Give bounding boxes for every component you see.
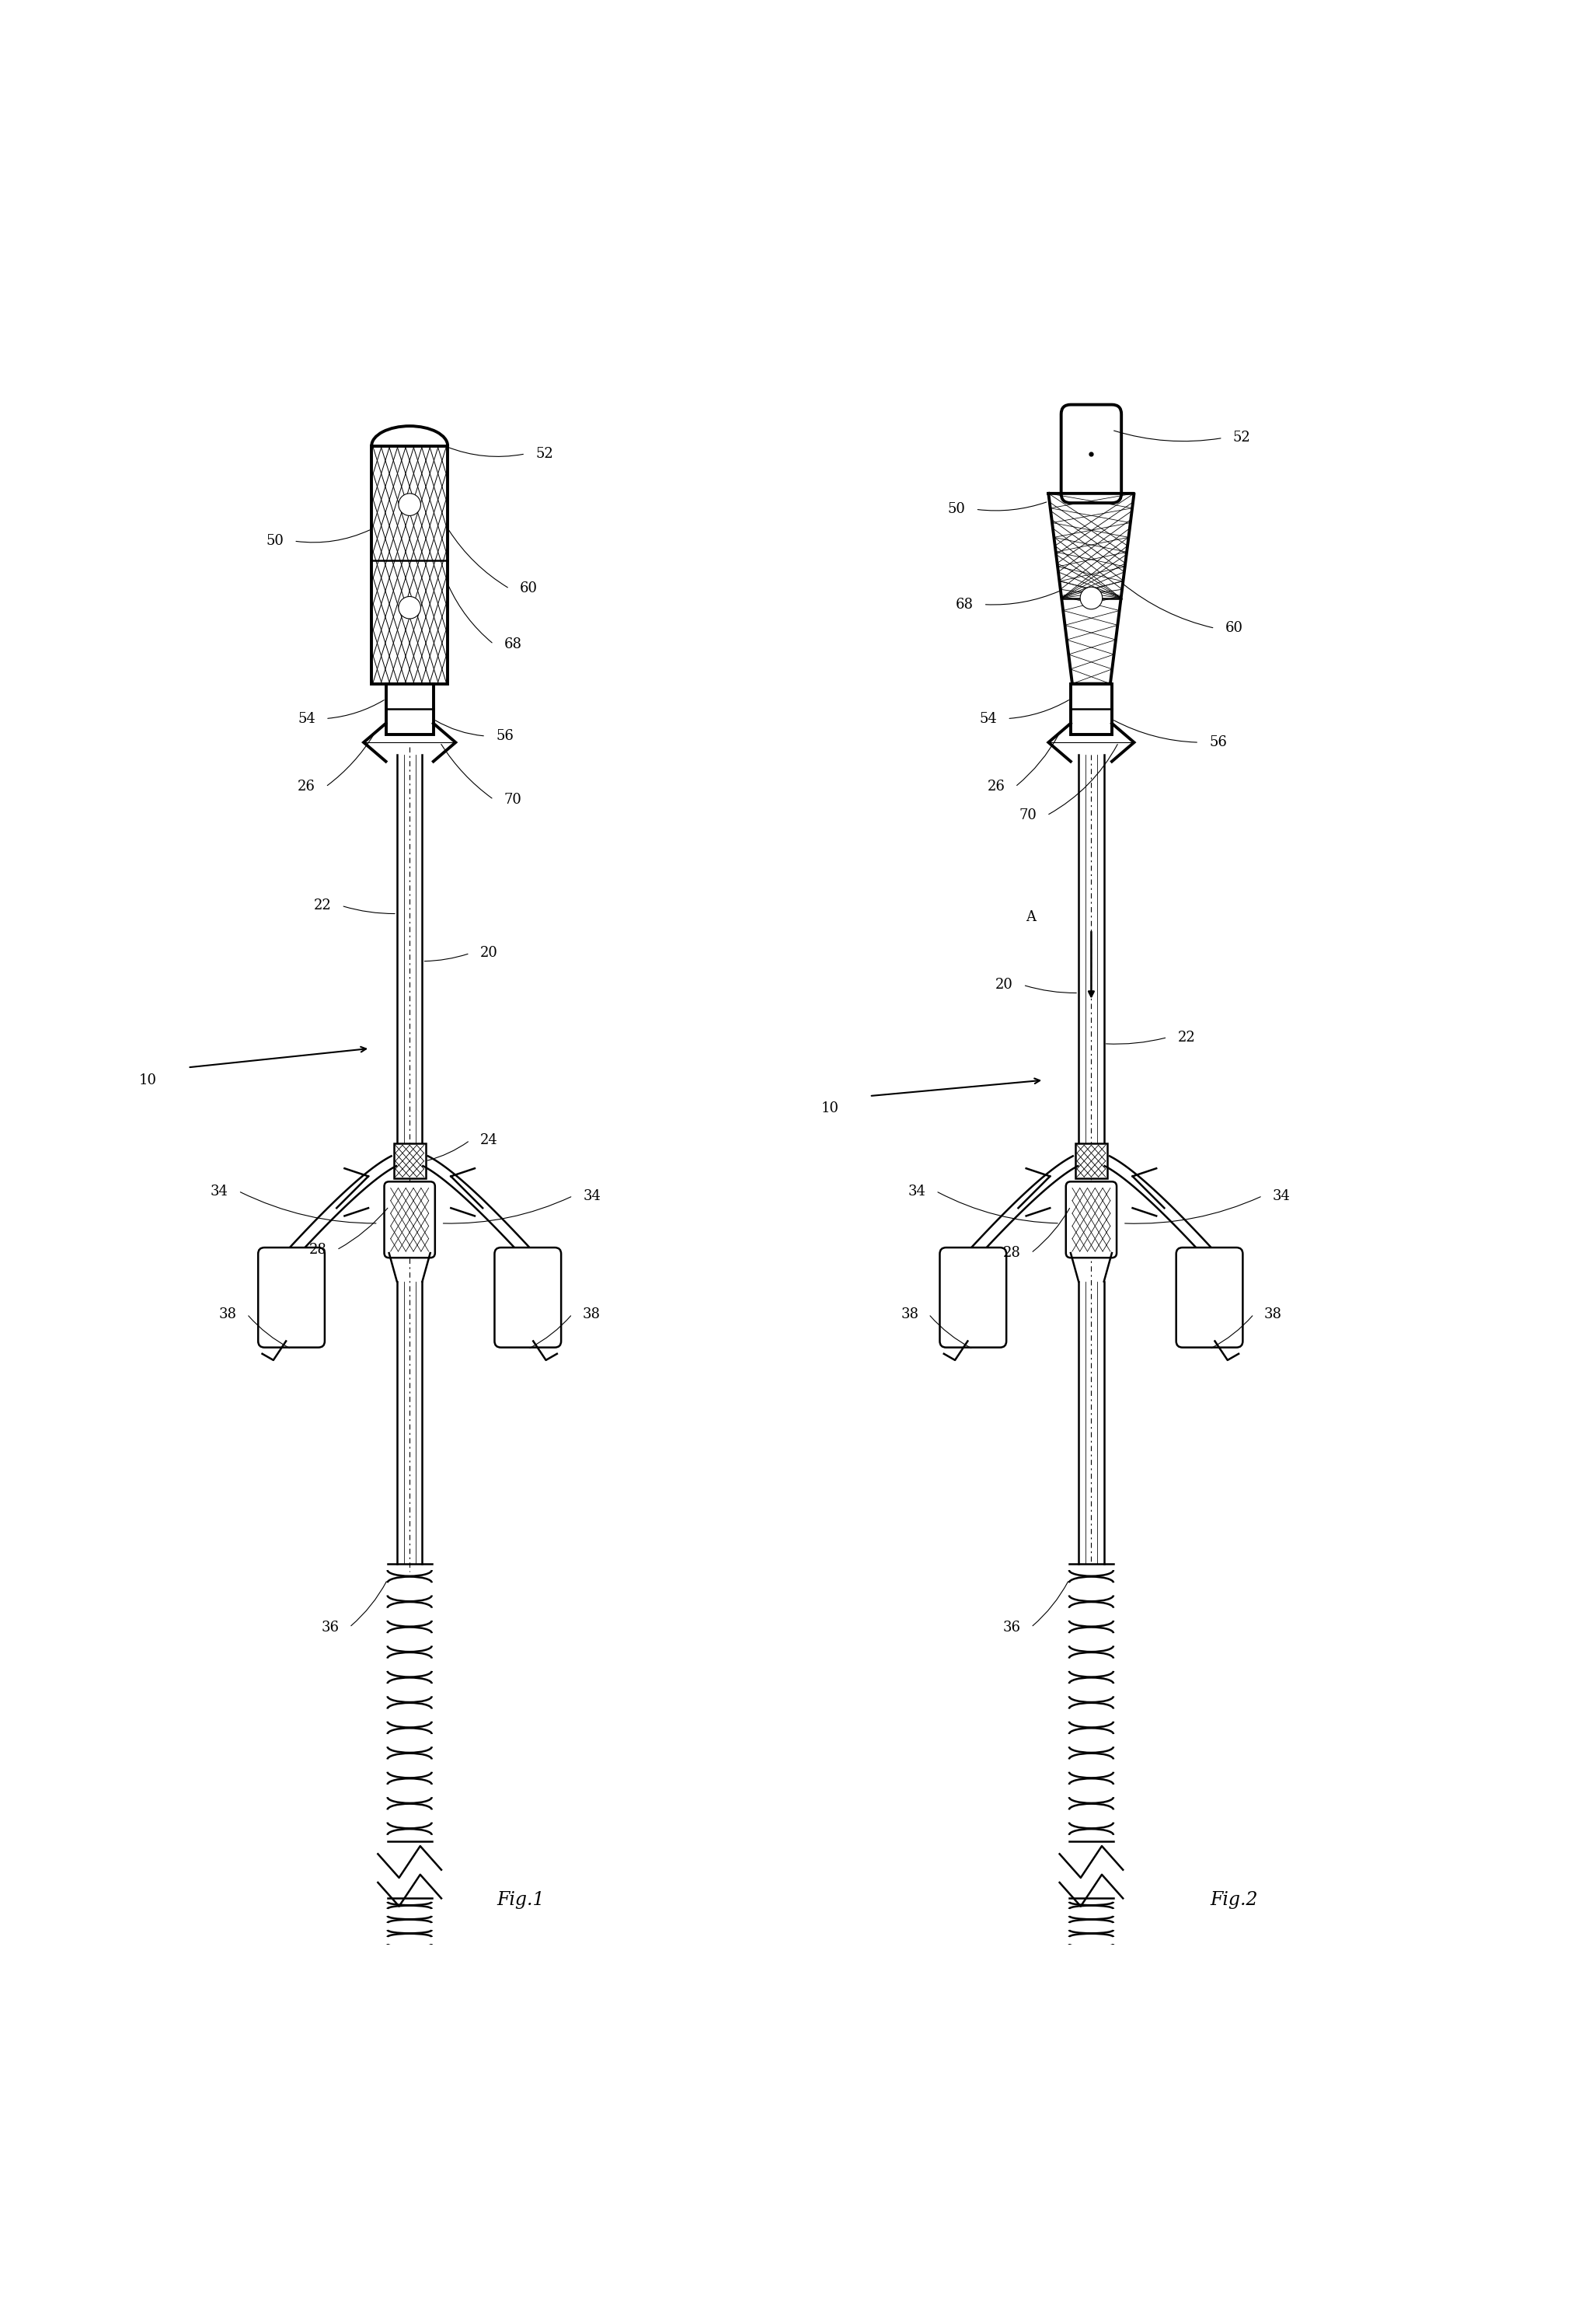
Text: 60: 60 [1226, 622, 1243, 636]
Text: 38: 38 [583, 1308, 600, 1322]
Text: 20: 20 [996, 979, 1013, 993]
Bar [1071, 684, 1112, 735]
Text: 68: 68 [956, 596, 974, 610]
Bar [394, 1145, 426, 1179]
FancyBboxPatch shape [1066, 1181, 1117, 1257]
FancyBboxPatch shape [940, 1248, 1007, 1347]
Text: 34: 34 [583, 1188, 600, 1202]
Text: 60: 60 [520, 583, 538, 596]
FancyBboxPatch shape [385, 1181, 436, 1257]
Text: 36: 36 [1002, 1621, 1021, 1635]
Text: 50: 50 [267, 534, 284, 548]
Text: 38: 38 [900, 1308, 919, 1322]
Text: 50: 50 [948, 502, 966, 516]
Text: 34: 34 [1272, 1188, 1291, 1202]
Text: 52: 52 [1234, 431, 1251, 444]
Text: 10: 10 [139, 1073, 156, 1087]
FancyBboxPatch shape [1176, 1248, 1243, 1347]
Bar [372, 447, 447, 684]
Text: 68: 68 [504, 638, 522, 652]
Text: 54: 54 [980, 712, 997, 725]
Text: 26: 26 [988, 781, 1005, 795]
Text: 28: 28 [1004, 1246, 1021, 1260]
Text: 22: 22 [1178, 1029, 1195, 1043]
FancyBboxPatch shape [495, 1248, 562, 1347]
FancyBboxPatch shape [259, 1248, 324, 1347]
Circle shape [399, 493, 421, 516]
Bar [386, 684, 434, 735]
Text: 52: 52 [536, 447, 554, 461]
Text: 56: 56 [1210, 735, 1227, 748]
FancyBboxPatch shape [1061, 405, 1122, 502]
Text: 56: 56 [496, 730, 514, 744]
Circle shape [1080, 587, 1103, 610]
Text: 22: 22 [313, 898, 332, 912]
Text: 34: 34 [211, 1184, 228, 1198]
Circle shape [399, 596, 421, 620]
Text: Fig.1: Fig.1 [496, 1891, 544, 1909]
Text: Fig.2: Fig.2 [1210, 1891, 1258, 1909]
Text: 24: 24 [480, 1133, 498, 1147]
Text: 70: 70 [504, 792, 522, 806]
Text: 26: 26 [298, 781, 316, 795]
Text: A: A [1026, 910, 1036, 924]
Text: 38: 38 [219, 1308, 236, 1322]
Text: 38: 38 [1264, 1308, 1282, 1322]
Text: 10: 10 [820, 1101, 838, 1115]
Text: 70: 70 [1018, 808, 1037, 822]
Text: 36: 36 [321, 1621, 340, 1635]
Text: 28: 28 [308, 1244, 327, 1257]
Text: 54: 54 [298, 712, 316, 725]
Text: 20: 20 [480, 947, 498, 960]
Bar [1076, 1145, 1108, 1179]
Text: 34: 34 [908, 1184, 926, 1198]
